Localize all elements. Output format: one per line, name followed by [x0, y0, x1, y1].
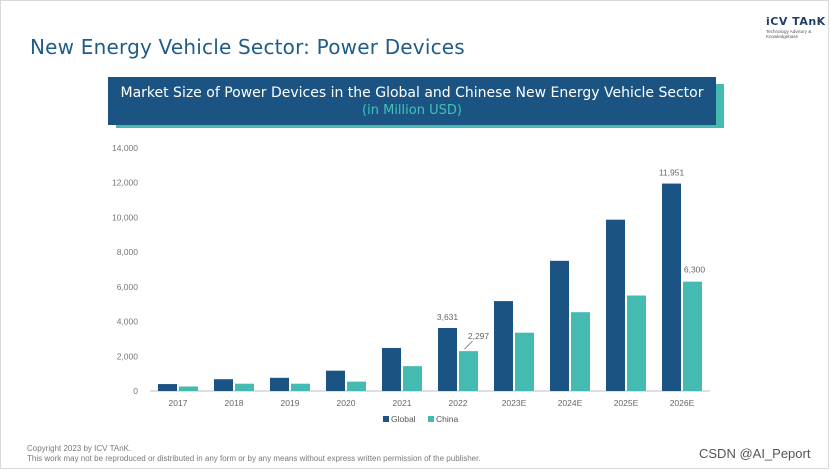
x-tick-label: 2024E [558, 398, 583, 408]
bar-china-2024e [571, 312, 590, 391]
data-label: 3,631 [437, 312, 459, 322]
bar-global-2026e [662, 183, 681, 391]
y-tick-label: 10,000 [112, 212, 138, 222]
bar-global-2018 [214, 379, 233, 391]
bar-china-2018 [235, 383, 254, 391]
x-tick-label: 2021 [393, 398, 412, 408]
data-label: 6,300 [684, 265, 706, 275]
bar-global-2023e [494, 301, 513, 391]
bar-global-2019 [270, 377, 289, 391]
brand-logo: iCV TAnK Technology Advisory & Knowledge… [766, 15, 826, 39]
chart-title: Market Size of Power Devices in the Glob… [120, 85, 704, 101]
bar-china-2026e [683, 281, 702, 391]
data-label-leader [464, 340, 473, 350]
x-tick-label: 2018 [225, 398, 244, 408]
bar-global-2017 [158, 384, 177, 391]
copyright-notice: This work may not be reproduced or distr… [27, 454, 481, 463]
bar-china-2022 [459, 351, 478, 391]
y-tick-label: 0 [133, 386, 138, 396]
y-tick-label: 12,000 [112, 178, 138, 188]
x-tick-label: 2020 [337, 398, 356, 408]
chart-subtitle: (in Million USD) [362, 103, 462, 118]
watermark: CSDN @AI_Peport [699, 446, 811, 461]
bar-china-2023e [515, 332, 534, 391]
chart-title-banner: Market Size of Power Devices in the Glob… [108, 77, 716, 125]
x-tick-label: 2022 [449, 398, 468, 408]
data-label: 2,297 [468, 331, 490, 341]
y-tick-label: 2,000 [117, 351, 139, 361]
logo-mark: iCV TAnK [766, 15, 826, 28]
bar-global-2024e [550, 260, 569, 391]
y-tick-label: 4,000 [117, 317, 139, 327]
legend-label-global: Global [391, 414, 416, 424]
y-tick-label: 8,000 [117, 247, 139, 257]
x-tick-label: 2025E [614, 398, 639, 408]
bar-china-2020 [347, 381, 366, 391]
data-label: 11,951 [659, 168, 685, 178]
bar-global-2025e [606, 219, 625, 391]
bar-china-2017 [179, 386, 198, 391]
footer: Copyright 2023 by ICV TAnK. This work ma… [27, 444, 481, 464]
logo-subtitle: Technology Advisory & Knowledgebase [766, 29, 812, 39]
legend-swatch-china [428, 416, 434, 422]
bar-china-2025e [627, 295, 646, 391]
x-tick-label: 2023E [502, 398, 527, 408]
copyright-text: Copyright 2023 by ICV TAnK. [27, 444, 132, 453]
bar-global-2020 [326, 370, 345, 391]
bar-global-2021 [382, 347, 401, 391]
page-title: New Energy Vehicle Sector: Power Devices [30, 35, 465, 59]
bar-china-2019 [291, 383, 310, 391]
bar-china-2021 [403, 366, 422, 391]
x-tick-label: 2017 [169, 398, 188, 408]
y-tick-label: 14,000 [112, 143, 138, 153]
x-tick-label: 2019 [281, 398, 300, 408]
x-tick-label: 2026E [670, 398, 695, 408]
bar-global-2022 [438, 327, 457, 391]
legend-label-china: China [436, 414, 458, 424]
legend-swatch-global [383, 416, 389, 422]
y-tick-label: 6,000 [117, 282, 139, 292]
